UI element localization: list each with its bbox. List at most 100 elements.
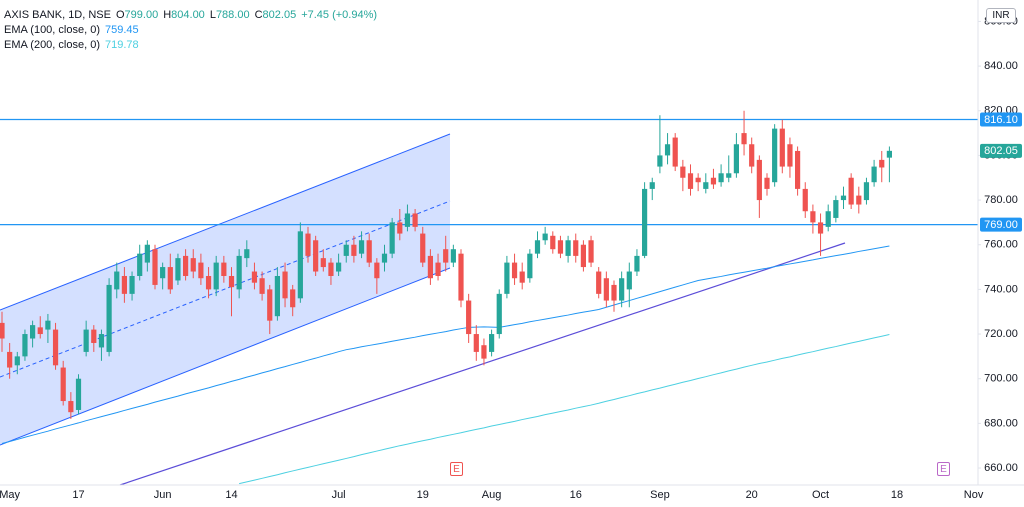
candle-body (68, 401, 74, 413)
ohlc: L788.00 (210, 8, 250, 23)
candle-body (37, 327, 43, 335)
legend: AXIS BANK, 1D, NSE O799.00 H804.00 L788.… (4, 8, 377, 53)
candle-body (7, 351, 13, 368)
candle-body (290, 289, 296, 308)
y-tick-label: 700.00 (984, 373, 1018, 385)
candle-body (351, 244, 357, 256)
y-tick-label: 840.00 (984, 60, 1018, 72)
candle-body (603, 278, 609, 301)
candle-body (374, 262, 380, 279)
candle-body (450, 249, 456, 263)
candle-body (817, 222, 824, 234)
candle-body (75, 378, 82, 410)
x-tick-label: 18 (891, 489, 903, 501)
x-tick-label: May (0, 489, 21, 501)
y-tick-label: 720.00 (984, 328, 1018, 340)
candle-body (244, 249, 250, 259)
candle-body (840, 195, 847, 201)
candle-body (565, 240, 571, 256)
candle-body (588, 240, 594, 263)
currency-label[interactable]: INR (986, 8, 1016, 23)
earnings-marker[interactable]: E (450, 462, 463, 476)
candle-body (267, 289, 273, 321)
x-tick-label: 20 (746, 489, 758, 501)
channel-lower (0, 267, 451, 446)
marks (0, 110, 978, 485)
candle-body (511, 262, 518, 279)
ohlc-value: 804.00 (171, 9, 205, 21)
candle-body (542, 233, 548, 241)
candle-body (489, 334, 495, 352)
candle-body (718, 173, 724, 183)
candle-body (802, 188, 808, 212)
candle-body (642, 188, 648, 256)
channel-mid (0, 200, 451, 378)
ema-line (1, 245, 890, 444)
y-tick-label: 780.00 (984, 194, 1018, 206)
candle-body (481, 345, 487, 359)
candle-body (397, 222, 403, 234)
candle-body (619, 278, 625, 301)
ohlc-key: C (254, 9, 263, 21)
candle-body (137, 253, 143, 276)
candle-body (328, 262, 334, 276)
candle-body (473, 334, 479, 352)
ohlc-key: H (163, 9, 172, 21)
candle-body (557, 240, 564, 254)
candle-body (534, 240, 541, 254)
candle-body (795, 150, 801, 189)
ohlc: H804.00 (163, 8, 205, 23)
candle-body (343, 244, 349, 256)
x-tick-label: 14 (225, 489, 237, 501)
candle-body (527, 253, 533, 279)
candle-body (45, 320, 51, 330)
candle-body (160, 267, 166, 279)
candle-body (596, 271, 602, 294)
candle-body (833, 200, 839, 218)
candle-body (412, 213, 418, 227)
candle-body (190, 258, 196, 272)
x-tick-label: Sep (650, 489, 670, 501)
candle-body (772, 128, 778, 183)
candle-body (626, 271, 632, 290)
candle-body (427, 255, 433, 279)
candle-body (251, 271, 258, 283)
candle-body (657, 155, 663, 167)
price-badge (980, 112, 1022, 127)
x-tick-label: Jun (154, 489, 172, 501)
indicator-name: EMA (200, close, 0) (4, 39, 100, 51)
y-tick-label: 660.00 (984, 462, 1018, 474)
candle-body (144, 244, 150, 263)
candle-body (764, 177, 770, 189)
price-badge-label: 816.10 (984, 114, 1018, 126)
candle-body (30, 325, 36, 339)
candle-body (274, 275, 280, 317)
earnings-marker[interactable]: E (937, 462, 950, 476)
candle-body (580, 244, 586, 268)
candle-body (504, 262, 510, 294)
candle-body (14, 356, 20, 366)
candle-body (856, 195, 862, 205)
candle-body (183, 255, 189, 276)
candle-body (435, 262, 441, 276)
ema-line (239, 334, 890, 485)
candle-body (680, 166, 686, 178)
ohlc-key: O (115, 9, 125, 21)
candle-body (664, 144, 671, 156)
y-tick-label: 680.00 (984, 417, 1018, 429)
y-tick-label: 760.00 (984, 239, 1018, 251)
candle-body (703, 182, 709, 189)
candle-body (83, 329, 89, 352)
price-badge-label: 769.00 (984, 219, 1018, 231)
candle-body (121, 275, 127, 294)
candle-body (336, 262, 342, 272)
candle-body (741, 133, 747, 145)
legend-row: EMA (200, close, 0) 719.78 (4, 38, 377, 53)
candle-body (404, 213, 411, 227)
candle-body (749, 144, 755, 167)
candle-body (198, 262, 204, 279)
x-tick-label: Jul (332, 489, 346, 501)
candle-body (313, 240, 319, 272)
